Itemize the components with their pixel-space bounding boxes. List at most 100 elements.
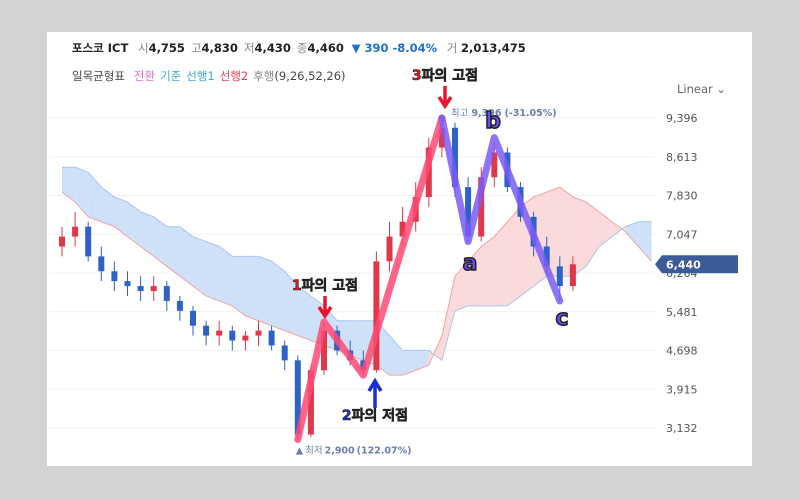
cloud-segment <box>376 320 390 376</box>
candle-body <box>491 152 498 178</box>
annotation: a <box>463 251 478 276</box>
annotation: 3파의 고점 <box>412 67 478 84</box>
indicator-params: (9,26,52,26) <box>274 69 346 83</box>
candle-body <box>373 261 380 371</box>
cloud-segment <box>507 206 521 306</box>
cloud-segment <box>166 226 180 277</box>
cloud-segment <box>140 211 154 257</box>
candle-body <box>72 226 79 237</box>
candle-body <box>59 236 65 247</box>
candle-body <box>190 310 196 326</box>
candle-body <box>386 236 393 262</box>
cloud-segment <box>350 320 364 361</box>
cloud-segment <box>232 256 246 316</box>
change-arrow: ▼ <box>351 41 361 55</box>
candle-body <box>255 330 262 336</box>
legend-entry: 선행1 <box>186 69 215 83</box>
cloud-segment <box>441 276 455 361</box>
candle-body <box>543 246 550 267</box>
cloud-segment <box>258 256 272 326</box>
cloud-segment <box>88 172 102 222</box>
high-marker-value-label: 9,396 <box>471 108 501 119</box>
quote-label: 시 <box>137 41 149 55</box>
cloud-segment <box>127 201 141 247</box>
cloud-segment <box>586 201 600 267</box>
legend-entry: 후행 <box>253 69 275 83</box>
candle-body <box>307 370 314 435</box>
y-tick-label: 3,132 <box>666 422 698 435</box>
low-marker-label: 최저 <box>305 446 322 457</box>
candle-body <box>137 286 144 292</box>
candle-body <box>294 360 301 435</box>
wave-line <box>294 114 446 444</box>
change-percent: -8.04% <box>392 41 438 55</box>
cloud-segment <box>245 256 259 321</box>
candle-body <box>216 330 223 336</box>
volume-label: 거 <box>446 41 458 55</box>
cloud-segment <box>206 241 220 301</box>
y-tick-label: 3,915 <box>666 383 698 396</box>
scale-button[interactable]: Linear ⌄ <box>677 82 727 96</box>
annotation: 1파의 고점 <box>292 277 358 294</box>
candle-body <box>569 264 576 287</box>
cloud-segment <box>481 236 495 306</box>
y-tick-label: 7,047 <box>666 228 698 241</box>
cloud-segment <box>193 236 207 296</box>
annotation: c <box>555 306 568 331</box>
candle-body <box>203 325 210 336</box>
quote-value: 4,430 <box>254 41 291 55</box>
candle-body <box>465 187 472 237</box>
annotation: 2파의 저점 <box>342 407 408 424</box>
high-marker-change: (-31.05%) <box>504 108 556 119</box>
candle-body <box>281 345 288 361</box>
candle-body <box>98 256 105 272</box>
low-marker: ▲ 최저 2,900 (122.07%) <box>296 446 412 457</box>
annotation-arrow <box>367 377 383 408</box>
scale-label[interactable]: Linear <box>677 82 713 96</box>
candle-body <box>478 177 485 237</box>
quote-value: 4,755 <box>148 41 185 55</box>
candle-body <box>111 271 118 282</box>
candle-body <box>438 127 445 148</box>
cloud-line <box>61 186 652 376</box>
cloud-segment <box>219 246 233 306</box>
candle-body <box>321 330 327 371</box>
annotation: b <box>485 109 501 134</box>
cloud-segment <box>468 246 482 306</box>
cloud-segment <box>284 271 298 336</box>
y-tick-label: 8,613 <box>666 151 698 164</box>
quote-value: 4,830 <box>201 41 238 55</box>
cloud-segment <box>179 226 193 287</box>
cloud-segment <box>389 335 403 376</box>
volume-value: 2,013,475 <box>461 41 526 55</box>
candle-body <box>242 335 249 341</box>
candle-body <box>268 330 275 346</box>
cloud-segment <box>415 350 429 371</box>
cloud-segment <box>297 286 311 341</box>
y-tick-label: 7,830 <box>666 190 698 203</box>
wave-line <box>438 114 564 305</box>
low-marker-change: (122.07%) <box>357 446 412 457</box>
candle-body <box>85 226 92 257</box>
change: ▼ 390 -8.04% <box>352 41 438 55</box>
quote-label: 종 <box>296 41 308 55</box>
cloud-segment <box>75 167 89 217</box>
candle-body <box>163 286 170 301</box>
annotation-arrow <box>317 296 333 320</box>
cloud-segment <box>455 261 469 311</box>
y-tick-label: 9,396 <box>666 112 698 125</box>
legend-entry: 전환 <box>133 69 156 83</box>
legend-entry: 선행2 <box>219 69 249 83</box>
candle-body <box>176 300 183 311</box>
candle-body <box>124 281 131 287</box>
change-amount: 390 <box>364 41 389 55</box>
candle-body <box>452 127 458 188</box>
y-tick-label: 4,698 <box>666 345 698 358</box>
low-marker-value-label: 2,900 <box>325 446 355 457</box>
quote-value: 4,460 <box>307 41 344 55</box>
cloud-segment <box>101 187 115 227</box>
indicator-name: 일목균형표 <box>72 69 125 83</box>
high-marker-label: 최고 <box>451 108 469 119</box>
stock-name: 포스코 ICT <box>72 41 129 55</box>
candle-body <box>556 266 563 287</box>
